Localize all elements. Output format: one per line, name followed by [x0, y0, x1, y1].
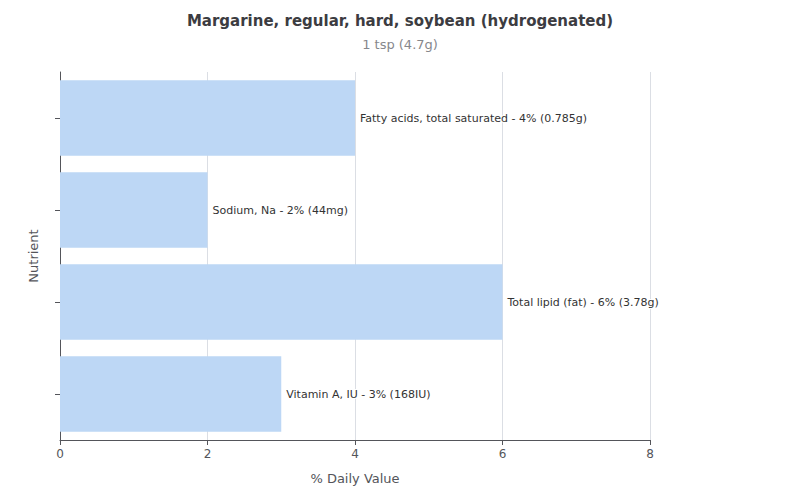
- svg-text:Fatty acids, total saturated -: Fatty acids, total saturated - 4% (0.785…: [360, 112, 587, 125]
- svg-text:Total lipid (fat) - 6% (3.78g): Total lipid (fat) - 6% (3.78g): [507, 296, 659, 309]
- svg-text:Sodium, Na - 2% (44mg): Sodium, Na - 2% (44mg): [213, 204, 349, 217]
- svg-text:1 tsp (4.7g): 1 tsp (4.7g): [362, 37, 438, 52]
- svg-text:% Daily Value: % Daily Value: [310, 471, 399, 486]
- svg-text:Vitamin A, IU - 3% (168IU): Vitamin A, IU - 3% (168IU): [286, 388, 430, 401]
- svg-text:2: 2: [204, 447, 212, 461]
- svg-text:4: 4: [351, 447, 359, 461]
- svg-text:Margarine, regular, hard, soyb: Margarine, regular, hard, soybean (hydro…: [187, 12, 613, 30]
- svg-text:Nutrient: Nutrient: [26, 229, 41, 282]
- svg-text:8: 8: [646, 447, 654, 461]
- svg-text:0: 0: [56, 447, 64, 461]
- svg-text:6: 6: [499, 447, 507, 461]
